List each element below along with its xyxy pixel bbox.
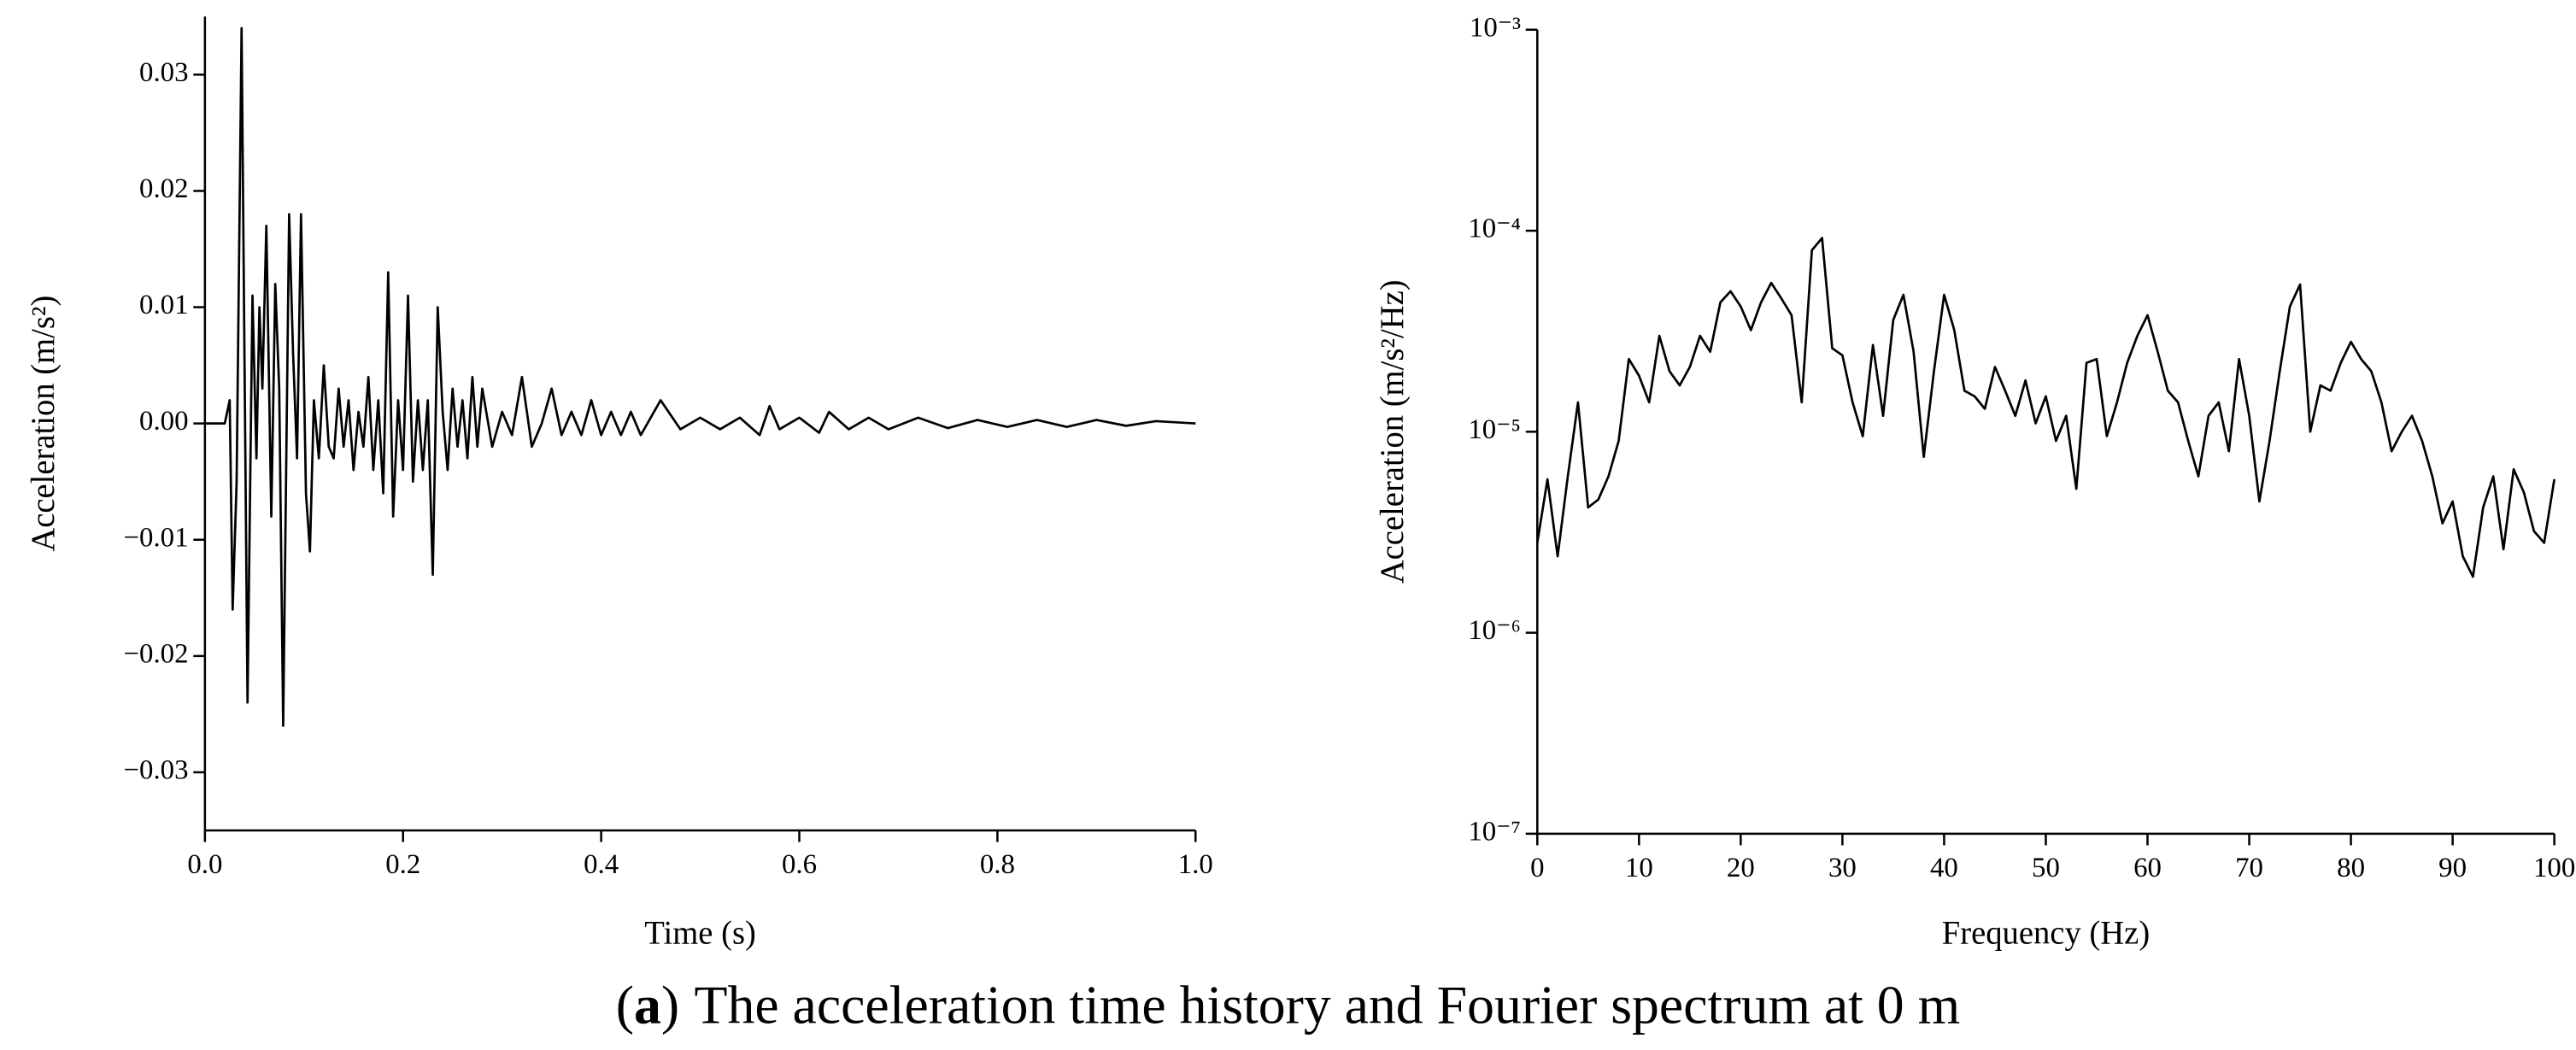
y-tick-label: 10⁻⁷	[1468, 816, 1521, 847]
x-tick-label: 0.2	[385, 849, 420, 880]
x-tick-label: 50	[2032, 853, 2060, 883]
x-tick-label: 70	[2235, 853, 2263, 883]
x-tick-label: 0.8	[980, 849, 1015, 880]
data-line	[1535, 237, 2555, 578]
x-tick-label: 40	[1930, 853, 1958, 883]
x-tick-label: 0.4	[584, 849, 619, 880]
y-axis-title: Acceleration (m/s²/Hz)	[1375, 279, 1411, 584]
y-tick-label: −0.03	[124, 754, 189, 785]
data-line	[204, 26, 1196, 727]
caption-text: The acceleration time history and Fourie…	[695, 974, 1961, 1035]
caption-close: )	[661, 974, 679, 1035]
y-tick-label: 10⁻³	[1470, 12, 1521, 43]
x-tick-label: 20	[1727, 853, 1755, 883]
y-tick-label: −0.01	[124, 522, 189, 553]
caption-label: a	[634, 974, 661, 1035]
x-tick-label: 90	[2438, 853, 2467, 883]
x-tick-label: 0	[1530, 853, 1544, 883]
y-tick-label: 0.01	[139, 290, 188, 320]
x-tick-label: 0.6	[782, 849, 817, 880]
y-tick-label: 10⁻⁵	[1468, 414, 1521, 445]
y-tick-label: 0.00	[139, 406, 188, 437]
x-tick-label: 0.0	[187, 849, 222, 880]
x-tick-label: 10	[1625, 853, 1653, 883]
y-tick-label: 0.02	[139, 173, 188, 204]
y-tick-label: 10⁻⁴	[1468, 214, 1521, 244]
x-axis-title: Frequency (Hz)	[1942, 916, 2150, 952]
y-axis-title: Acceleration (m/s²)	[26, 296, 62, 552]
caption-open: (	[616, 974, 634, 1035]
y-tick-label: 10⁻⁶	[1468, 615, 1521, 646]
x-tick-label: 60	[2133, 853, 2162, 883]
y-tick-label: 0.03	[139, 57, 188, 88]
y-tick-label: −0.02	[124, 638, 189, 669]
x-tick-label: 30	[1828, 853, 1857, 883]
x-axis-title: Time (s)	[644, 916, 756, 952]
x-tick-label: 100	[2533, 853, 2575, 883]
x-tick-label: 80	[2337, 853, 2365, 883]
x-tick-label: 1.0	[1178, 849, 1213, 880]
caption: (a) The acceleration time history and Fou…	[616, 974, 1960, 1035]
